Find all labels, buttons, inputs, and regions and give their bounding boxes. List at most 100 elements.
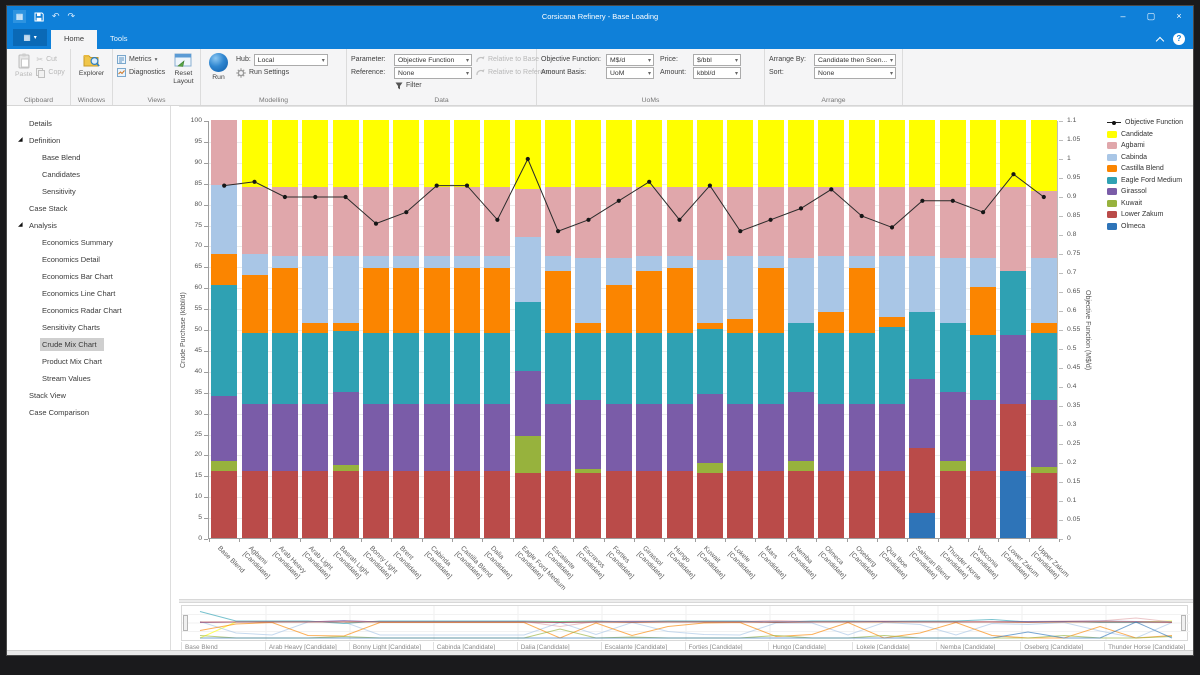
bar-segment-cabinda[interactable] <box>818 255 845 313</box>
legend-item-girassol[interactable]: Girassol <box>1107 186 1193 198</box>
bar-segment-cabinda[interactable] <box>545 255 572 271</box>
sidebar-item-product-mix-chart[interactable]: Product Mix Chart <box>7 353 170 370</box>
legend-item-cabinda[interactable]: Cabinda <box>1107 152 1193 164</box>
bar-segment-candidate[interactable] <box>423 120 450 187</box>
close-button[interactable]: × <box>1176 11 1182 21</box>
bar-segment-castilla-blend[interactable] <box>879 316 906 327</box>
bar-segment-girassol[interactable] <box>393 404 420 472</box>
bar-segment-girassol[interactable] <box>787 391 814 461</box>
bar-segment-castilla-blend[interactable] <box>545 270 572 334</box>
bar-segment-agbami[interactable] <box>332 186 359 256</box>
bar-segment-agbami[interactable] <box>1000 186 1027 271</box>
parameter-select[interactable]: Objective Function <box>394 53 472 66</box>
collapse-ribbon-icon[interactable] <box>1155 36 1165 45</box>
bar-segment-cabinda[interactable] <box>970 257 997 288</box>
bar-segment-girassol[interactable] <box>727 404 754 472</box>
bar-segment-cabinda[interactable] <box>271 255 298 269</box>
bar-segment-lower-zakum[interactable] <box>1030 473 1057 538</box>
bar-segment-candidate[interactable] <box>484 120 511 187</box>
bar-segment-cabinda[interactable] <box>1030 257 1057 323</box>
bar-segment-eagle-ford-medium[interactable] <box>605 333 632 405</box>
bar-segment-castilla-blend[interactable] <box>696 322 723 329</box>
bar-segment-agbami[interactable] <box>241 186 268 254</box>
bar-segment-eagle-ford-medium[interactable] <box>211 285 238 396</box>
undo-icon[interactable]: ↶ <box>52 11 60 21</box>
maximize-button[interactable]: ▢ <box>1146 11 1156 21</box>
bar-segment-castilla-blend[interactable] <box>636 270 663 334</box>
bar-segment-lower-zakum[interactable] <box>393 471 420 538</box>
bar-segment-agbami[interactable] <box>787 186 814 258</box>
bar-segment-eagle-ford-medium[interactable] <box>271 333 298 405</box>
legend-item-castilla-blend[interactable]: Castilla Blend <box>1107 163 1193 175</box>
range-selector-right-handle[interactable] <box>1181 615 1186 631</box>
bar-segment-agbami[interactable] <box>454 186 481 256</box>
sidebar-item-economics-radar-chart[interactable]: Economics Radar Chart <box>7 302 170 319</box>
bar-segment-eagle-ford-medium[interactable] <box>787 322 814 392</box>
bar-segment-lower-zakum[interactable] <box>696 473 723 538</box>
bar-segment-cabinda[interactable] <box>666 255 693 269</box>
bar-segment-candidate[interactable] <box>818 120 845 187</box>
bar-segment-agbami[interactable] <box>939 186 966 258</box>
bar-segment-candidate[interactable] <box>939 120 966 187</box>
minimize-button[interactable]: – <box>1120 11 1126 21</box>
bar-segment-girassol[interactable] <box>332 391 359 465</box>
bar-segment-candidate[interactable] <box>575 120 602 187</box>
bar-segment-lower-zakum[interactable] <box>605 471 632 538</box>
bar-segment-candidate[interactable] <box>879 120 906 187</box>
bar-segment-castilla-blend[interactable] <box>302 322 329 334</box>
bar-segment-agbami[interactable] <box>666 186 693 256</box>
bar-segment-agbami[interactable] <box>514 188 541 237</box>
bar-segment-cabinda[interactable] <box>302 255 329 323</box>
tree-expander-icon[interactable]: ◢ <box>18 137 23 143</box>
bar-segment-lower-zakum[interactable] <box>848 471 875 538</box>
bar-segment-girassol[interactable] <box>454 404 481 472</box>
relative-to-reference-button[interactable]: Relative to Reference <box>476 66 555 79</box>
bar-segment-candidate[interactable] <box>332 120 359 187</box>
run-button[interactable]: Run <box>205 51 232 82</box>
legend-item-objective-function[interactable]: Objective Function <box>1107 117 1193 129</box>
bar-segment-girassol[interactable] <box>302 404 329 472</box>
legend-item-olmeca[interactable]: Olmeca <box>1107 221 1193 233</box>
bar-segment-lower-zakum[interactable] <box>454 471 481 538</box>
arrange-by-select[interactable]: Candidate then Scen... <box>814 53 896 66</box>
sidebar-item-economics-bar-chart[interactable]: Economics Bar Chart <box>7 268 170 285</box>
bar-segment-candidate[interactable] <box>666 120 693 187</box>
bar-segment-kuwait[interactable] <box>1030 466 1057 474</box>
bar-segment-candidate[interactable] <box>514 120 541 189</box>
legend-item-kuwait[interactable]: Kuwait <box>1107 198 1193 210</box>
bar-segment-eagle-ford-medium[interactable] <box>362 333 389 405</box>
sidebar-item-definition[interactable]: ◢ Definition <box>7 132 170 149</box>
range-selector-left-handle[interactable] <box>183 615 188 631</box>
bar-segment-eagle-ford-medium[interactable] <box>545 333 572 405</box>
bar-segment-kuwait[interactable] <box>696 462 723 474</box>
reference-select[interactable]: None <box>394 66 472 79</box>
explorer-button[interactable]: Explorer <box>75 51 108 78</box>
bar-segment-candidate[interactable] <box>545 120 572 187</box>
bar-segment-girassol[interactable] <box>271 404 298 472</box>
bar-segment-olmeca[interactable] <box>909 512 936 538</box>
bar-segment-castilla-blend[interactable] <box>605 285 632 334</box>
bar-segment-eagle-ford-medium[interactable] <box>879 326 906 405</box>
bar-segment-cabinda[interactable] <box>393 255 420 269</box>
bar-segment-castilla-blend[interactable] <box>454 268 481 334</box>
bar-segment-girassol[interactable] <box>757 404 784 472</box>
bar-segment-eagle-ford-medium[interactable] <box>636 333 663 405</box>
bar-segment-girassol[interactable] <box>514 370 541 436</box>
bar-segment-agbami[interactable] <box>575 186 602 258</box>
bar-segment-girassol[interactable] <box>484 404 511 472</box>
bar-segment-castilla-blend[interactable] <box>241 274 268 334</box>
bar-segment-girassol[interactable] <box>939 391 966 461</box>
bar-segment-cabinda[interactable] <box>939 257 966 323</box>
bar-segment-girassol[interactable] <box>211 395 238 461</box>
bar-segment-agbami[interactable] <box>362 186 389 256</box>
bar-segment-lower-zakum[interactable] <box>484 471 511 538</box>
bar-segment-candidate[interactable] <box>454 120 481 187</box>
bar-segment-cabinda[interactable] <box>848 255 875 269</box>
bar-segment-lower-zakum[interactable] <box>362 471 389 538</box>
bar-segment-girassol[interactable] <box>241 404 268 472</box>
bar-segment-cabinda[interactable] <box>514 237 541 302</box>
tab-home[interactable]: Home <box>51 30 98 49</box>
bar-segment-eagle-ford-medium[interactable] <box>818 333 845 405</box>
sidebar-item-economics-detail[interactable]: Economics Detail <box>7 251 170 268</box>
bar-segment-eagle-ford-medium[interactable] <box>848 333 875 405</box>
